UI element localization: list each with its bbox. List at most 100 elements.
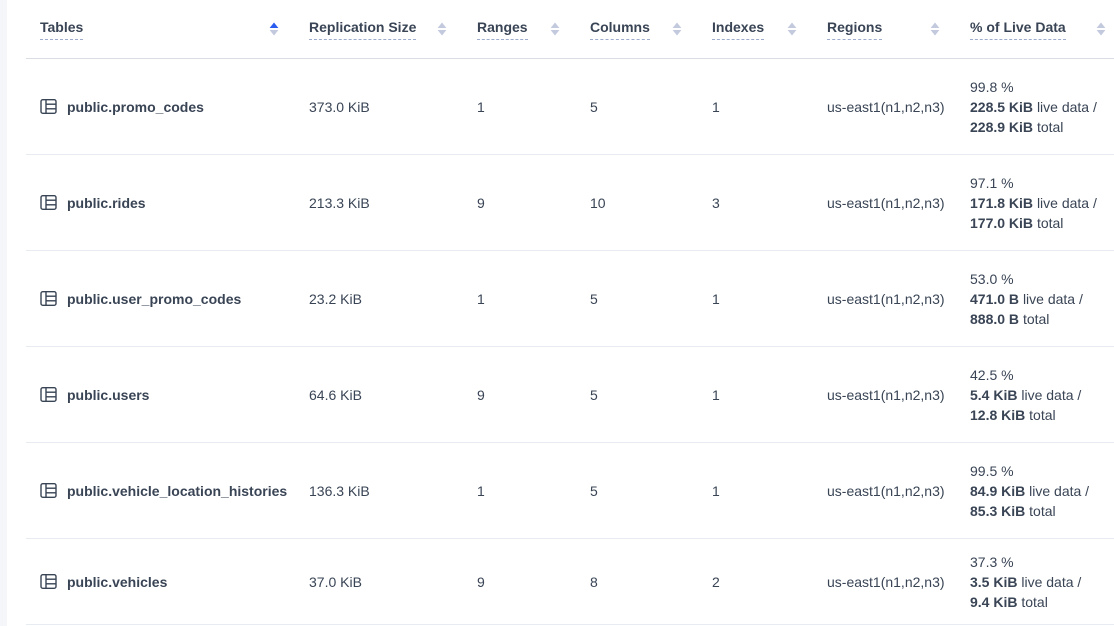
regions-cell: us-east1(n1,n2,n3): [819, 346, 962, 443]
table-body: public.promo_codes 373.0 KiB 1 5 1 us-ea…: [26, 58, 1114, 625]
ranges-cell: 9: [469, 346, 582, 443]
ranges-cell: 1: [469, 442, 582, 539]
table-name[interactable]: public.user_promo_codes: [67, 290, 242, 307]
live-data-size: 471.0 B live data /: [970, 290, 1083, 307]
live-data-size: 5.4 KiB live data /: [970, 386, 1082, 403]
table-icon: [40, 194, 57, 211]
regions-cell: us-east1(n1,n2,n3): [819, 58, 962, 155]
column-header-indexes[interactable]: Indexes: [704, 0, 819, 59]
table-row: public.vehicles 37.0 KiB 9 8 2 us-east1(…: [26, 538, 1114, 625]
sort-icon-ranges[interactable]: [550, 22, 560, 36]
column-label-live-data[interactable]: % of Live Data: [970, 19, 1066, 40]
total-data-size: 228.9 KiB total: [970, 118, 1064, 135]
table-name[interactable]: public.users: [67, 386, 150, 403]
total-data-size: 888.0 B total: [970, 310, 1050, 327]
table-icon: [40, 482, 57, 499]
total-data-size: 85.3 KiB total: [970, 502, 1056, 519]
live-data-size: 84.9 KiB live data /: [970, 482, 1090, 499]
table-name[interactable]: public.vehicles: [67, 573, 168, 590]
table-name-cell[interactable]: public.promo_codes: [26, 58, 301, 155]
column-label-regions[interactable]: Regions: [827, 19, 883, 40]
column-label-tables[interactable]: Tables: [40, 19, 84, 40]
table-name[interactable]: public.rides: [67, 194, 146, 211]
live-data-percent: 42.5 %: [970, 366, 1014, 383]
table-row: public.users 64.6 KiB 9 5 1 us-east1(n1,…: [26, 346, 1114, 443]
table-icon: [40, 573, 57, 590]
column-header-columns[interactable]: Columns: [582, 0, 704, 59]
replication-size-cell: 23.2 KiB: [301, 250, 469, 347]
columns-cell: 5: [582, 250, 704, 347]
indexes-cell: 1: [704, 250, 819, 347]
total-data-size: 12.8 KiB total: [970, 406, 1056, 423]
table-name-cell[interactable]: public.users: [26, 346, 301, 443]
live-data-size: 228.5 KiB live data /: [970, 98, 1097, 115]
column-label-columns[interactable]: Columns: [590, 19, 650, 40]
column-label-ranges[interactable]: Ranges: [477, 19, 528, 40]
table-name-cell[interactable]: public.vehicle_location_histories: [26, 442, 301, 539]
columns-cell: 5: [582, 58, 704, 155]
indexes-cell: 1: [704, 346, 819, 443]
columns-cell: 8: [582, 538, 704, 625]
table-row: public.promo_codes 373.0 KiB 1 5 1 us-ea…: [26, 58, 1114, 155]
table-name[interactable]: public.promo_codes: [67, 98, 204, 115]
table-icon: [40, 290, 57, 307]
sort-icon-live-data[interactable]: [1096, 22, 1106, 36]
live-data-cell: 99.8 % 228.5 KiB live data / 228.9 KiB t…: [962, 58, 1114, 155]
column-header-tables[interactable]: Tables: [26, 0, 301, 59]
live-data-cell: 42.5 % 5.4 KiB live data / 12.8 KiB tota…: [962, 346, 1114, 443]
replication-size-cell: 136.3 KiB: [301, 442, 469, 539]
table-name[interactable]: public.vehicle_location_histories: [67, 482, 288, 499]
column-header-replication-size[interactable]: Replication Size: [301, 0, 469, 59]
live-data-cell: 53.0 % 471.0 B live data / 888.0 B total: [962, 250, 1114, 347]
live-data-percent: 37.3 %: [970, 553, 1014, 570]
tables-list: Tables Replication Size: [26, 0, 1114, 625]
live-data-size: 3.5 KiB live data /: [970, 573, 1082, 590]
total-data-size: 9.4 KiB total: [970, 593, 1048, 610]
table-header: Tables Replication Size: [26, 0, 1114, 59]
table-name-cell[interactable]: public.rides: [26, 154, 301, 251]
ranges-cell: 1: [469, 250, 582, 347]
live-data-cell: 99.5 % 84.9 KiB live data / 85.3 KiB tot…: [962, 442, 1114, 539]
table-name-cell[interactable]: public.vehicles: [26, 538, 301, 625]
column-label-indexes[interactable]: Indexes: [712, 19, 765, 40]
replication-size-cell: 213.3 KiB: [301, 154, 469, 251]
table-row: public.rides 213.3 KiB 9 10 3 us-east1(n…: [26, 154, 1114, 251]
column-header-live-data[interactable]: % of Live Data: [962, 0, 1114, 59]
columns-cell: 10: [582, 154, 704, 251]
columns-cell: 5: [582, 346, 704, 443]
live-data-percent: 53.0 %: [970, 270, 1014, 287]
table-icon: [40, 386, 57, 403]
sort-icon-replication-size[interactable]: [437, 22, 447, 36]
indexes-cell: 2: [704, 538, 819, 625]
ranges-cell: 9: [469, 538, 582, 625]
table-name-cell[interactable]: public.user_promo_codes: [26, 250, 301, 347]
regions-cell: us-east1(n1,n2,n3): [819, 538, 962, 625]
ranges-cell: 1: [469, 58, 582, 155]
table-row: public.vehicle_location_histories 136.3 …: [26, 442, 1114, 539]
live-data-percent: 97.1 %: [970, 174, 1014, 191]
sort-icon-regions[interactable]: [930, 22, 940, 36]
indexes-cell: 3: [704, 154, 819, 251]
replication-size-cell: 373.0 KiB: [301, 58, 469, 155]
table-icon: [40, 98, 57, 115]
column-header-regions[interactable]: Regions: [819, 0, 962, 59]
live-data-percent: 99.8 %: [970, 78, 1014, 95]
sort-icon-indexes[interactable]: [787, 22, 797, 36]
column-header-ranges[interactable]: Ranges: [469, 0, 582, 59]
table-row: public.user_promo_codes 23.2 KiB 1 5 1 u…: [26, 250, 1114, 347]
indexes-cell: 1: [704, 58, 819, 155]
total-data-size: 177.0 KiB total: [970, 214, 1064, 231]
live-data-cell: 37.3 % 3.5 KiB live data / 9.4 KiB total: [962, 538, 1114, 625]
sort-icon-columns[interactable]: [672, 22, 682, 36]
live-data-percent: 99.5 %: [970, 462, 1014, 479]
ranges-cell: 9: [469, 154, 582, 251]
regions-cell: us-east1(n1,n2,n3): [819, 154, 962, 251]
indexes-cell: 1: [704, 442, 819, 539]
column-label-replication-size[interactable]: Replication Size: [309, 19, 417, 40]
replication-size-cell: 37.0 KiB: [301, 538, 469, 625]
sort-icon-tables[interactable]: [269, 22, 279, 36]
page-background-strip: [0, 0, 7, 626]
live-data-cell: 97.1 % 171.8 KiB live data / 177.0 KiB t…: [962, 154, 1114, 251]
regions-cell: us-east1(n1,n2,n3): [819, 442, 962, 539]
